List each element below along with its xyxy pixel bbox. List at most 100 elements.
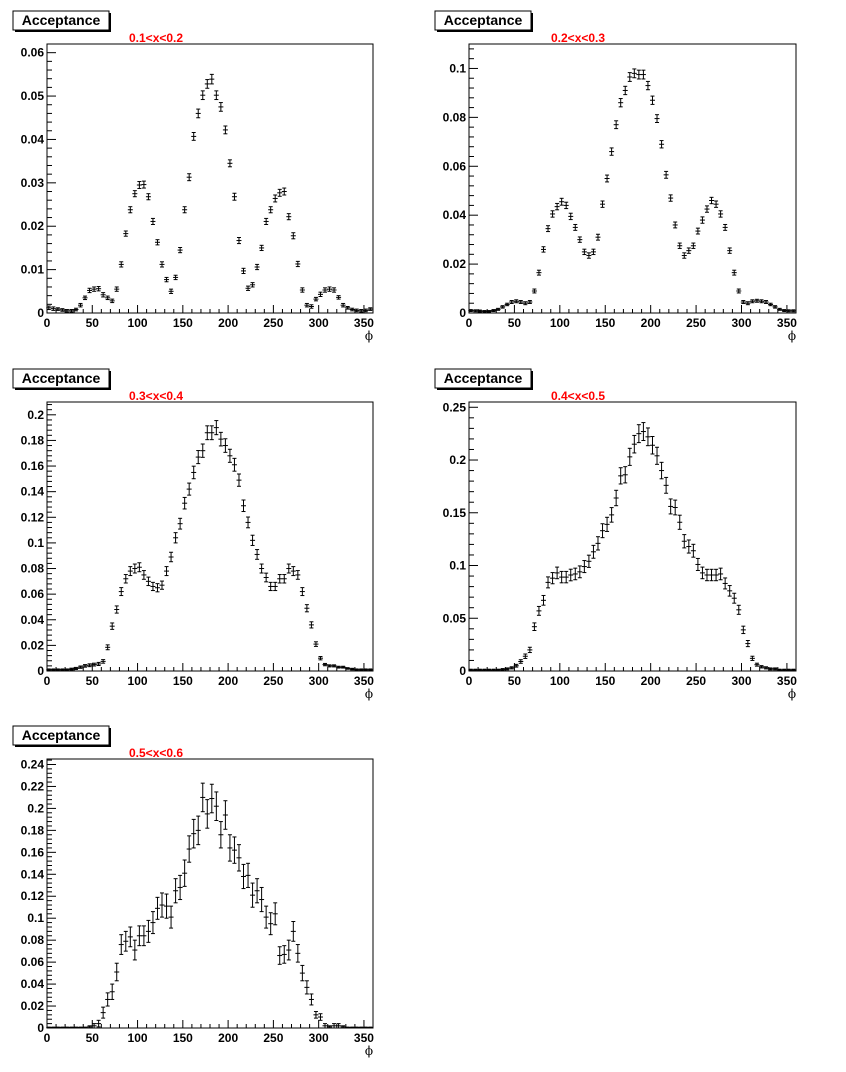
data-point <box>340 1025 346 1029</box>
data-point <box>709 196 715 205</box>
y-tick-label: 0.06 <box>21 955 45 969</box>
data-point <box>504 667 510 671</box>
data-point <box>527 646 533 654</box>
data-point <box>59 1026 65 1029</box>
chart-panel: Acceptance 0.3<x<0.4 0 50 100 150 200 250 300 350… <box>12 368 374 701</box>
data-point <box>763 666 769 670</box>
data-point <box>132 563 138 574</box>
data-point <box>295 260 301 268</box>
data-point <box>91 286 97 292</box>
chart-panel: Acceptance 0.1<x<0.2 0 50 100 150 200 250 300 350… <box>12 10 374 343</box>
data-point <box>268 206 274 214</box>
data-point <box>531 622 537 631</box>
data-point <box>572 223 578 231</box>
data-point <box>354 308 360 313</box>
data-point <box>68 1026 74 1029</box>
plot-frame <box>468 401 797 672</box>
y-tick-label: 0.18 <box>21 433 45 447</box>
data-point <box>604 516 610 532</box>
data-point <box>263 217 269 225</box>
data-point <box>358 309 364 313</box>
data-point <box>195 450 201 465</box>
data-point <box>563 570 569 584</box>
y-tick-label: 0.16 <box>21 459 45 473</box>
data-point <box>150 217 156 225</box>
data-point <box>540 594 546 606</box>
x-tick-label: 350 <box>777 316 797 330</box>
data-point <box>781 309 787 313</box>
data-point <box>572 567 578 581</box>
data-point <box>317 1013 323 1021</box>
data-point <box>286 563 292 574</box>
y-tick-label: 0.22 <box>21 779 45 793</box>
data-point <box>159 580 165 590</box>
data-point <box>577 565 583 579</box>
data-point <box>786 668 792 672</box>
data-point <box>586 252 592 259</box>
y-tick-label: 0.08 <box>443 110 467 124</box>
data-point <box>209 73 215 85</box>
data-point <box>777 307 783 311</box>
data-point <box>105 644 111 651</box>
data-point <box>645 427 651 447</box>
data-point <box>640 69 646 80</box>
data-point <box>191 132 197 141</box>
data-point <box>78 665 84 669</box>
data-point <box>568 212 574 221</box>
data-point <box>68 667 74 671</box>
data-point <box>663 476 669 494</box>
data-point <box>118 934 124 955</box>
data-point <box>173 274 179 281</box>
data-point <box>308 621 314 629</box>
data-point <box>82 664 88 668</box>
data-point <box>78 302 84 308</box>
data-point <box>100 659 106 664</box>
data-point <box>336 1023 342 1029</box>
chart-panel: Acceptance 0.4<x<0.5 0 50 100 150 200 250 300 350… <box>434 368 797 701</box>
plot-frame <box>46 758 374 1029</box>
data-point <box>668 498 674 515</box>
data-point <box>195 108 201 119</box>
x-tick-label: 0 <box>44 1031 51 1045</box>
chart-subtitle: 0.2<x<0.3 <box>551 31 605 45</box>
data-point <box>522 301 528 306</box>
data-point <box>109 298 115 304</box>
data-point <box>695 557 701 571</box>
data-point <box>105 992 111 1007</box>
data-point <box>55 1026 61 1029</box>
data-point <box>164 893 170 919</box>
data-point <box>736 288 742 294</box>
data-point <box>527 300 533 304</box>
data-point <box>627 72 633 82</box>
data-point <box>222 800 228 830</box>
data-point <box>531 288 537 294</box>
data-point <box>699 566 705 580</box>
data-point <box>495 307 501 311</box>
data-point <box>304 980 310 995</box>
data-point <box>709 568 715 582</box>
data-point <box>191 818 197 849</box>
data-point <box>554 202 560 211</box>
data-point <box>536 605 542 616</box>
data-point <box>322 662 328 667</box>
data-point <box>758 299 764 304</box>
data-point <box>659 461 665 480</box>
y-tick-label: 0.24 <box>21 757 45 771</box>
data-point <box>145 576 151 587</box>
data-point <box>114 605 120 614</box>
data-point <box>313 1011 319 1019</box>
data-point <box>259 244 265 252</box>
data-point <box>154 239 160 246</box>
y-tick-label: 0.08 <box>21 933 45 947</box>
data-point <box>105 295 111 301</box>
chart-subtitle: 0.5<x<0.6 <box>129 746 183 760</box>
data-point <box>363 668 369 671</box>
data-point <box>231 457 237 472</box>
data-point <box>136 925 142 947</box>
y-tick-label: 0.18 <box>21 823 45 837</box>
data-point <box>64 668 70 671</box>
y-tick-label: 0.12 <box>21 889 45 903</box>
data-point <box>468 668 474 672</box>
data-point <box>173 532 179 544</box>
data-point <box>299 587 305 597</box>
